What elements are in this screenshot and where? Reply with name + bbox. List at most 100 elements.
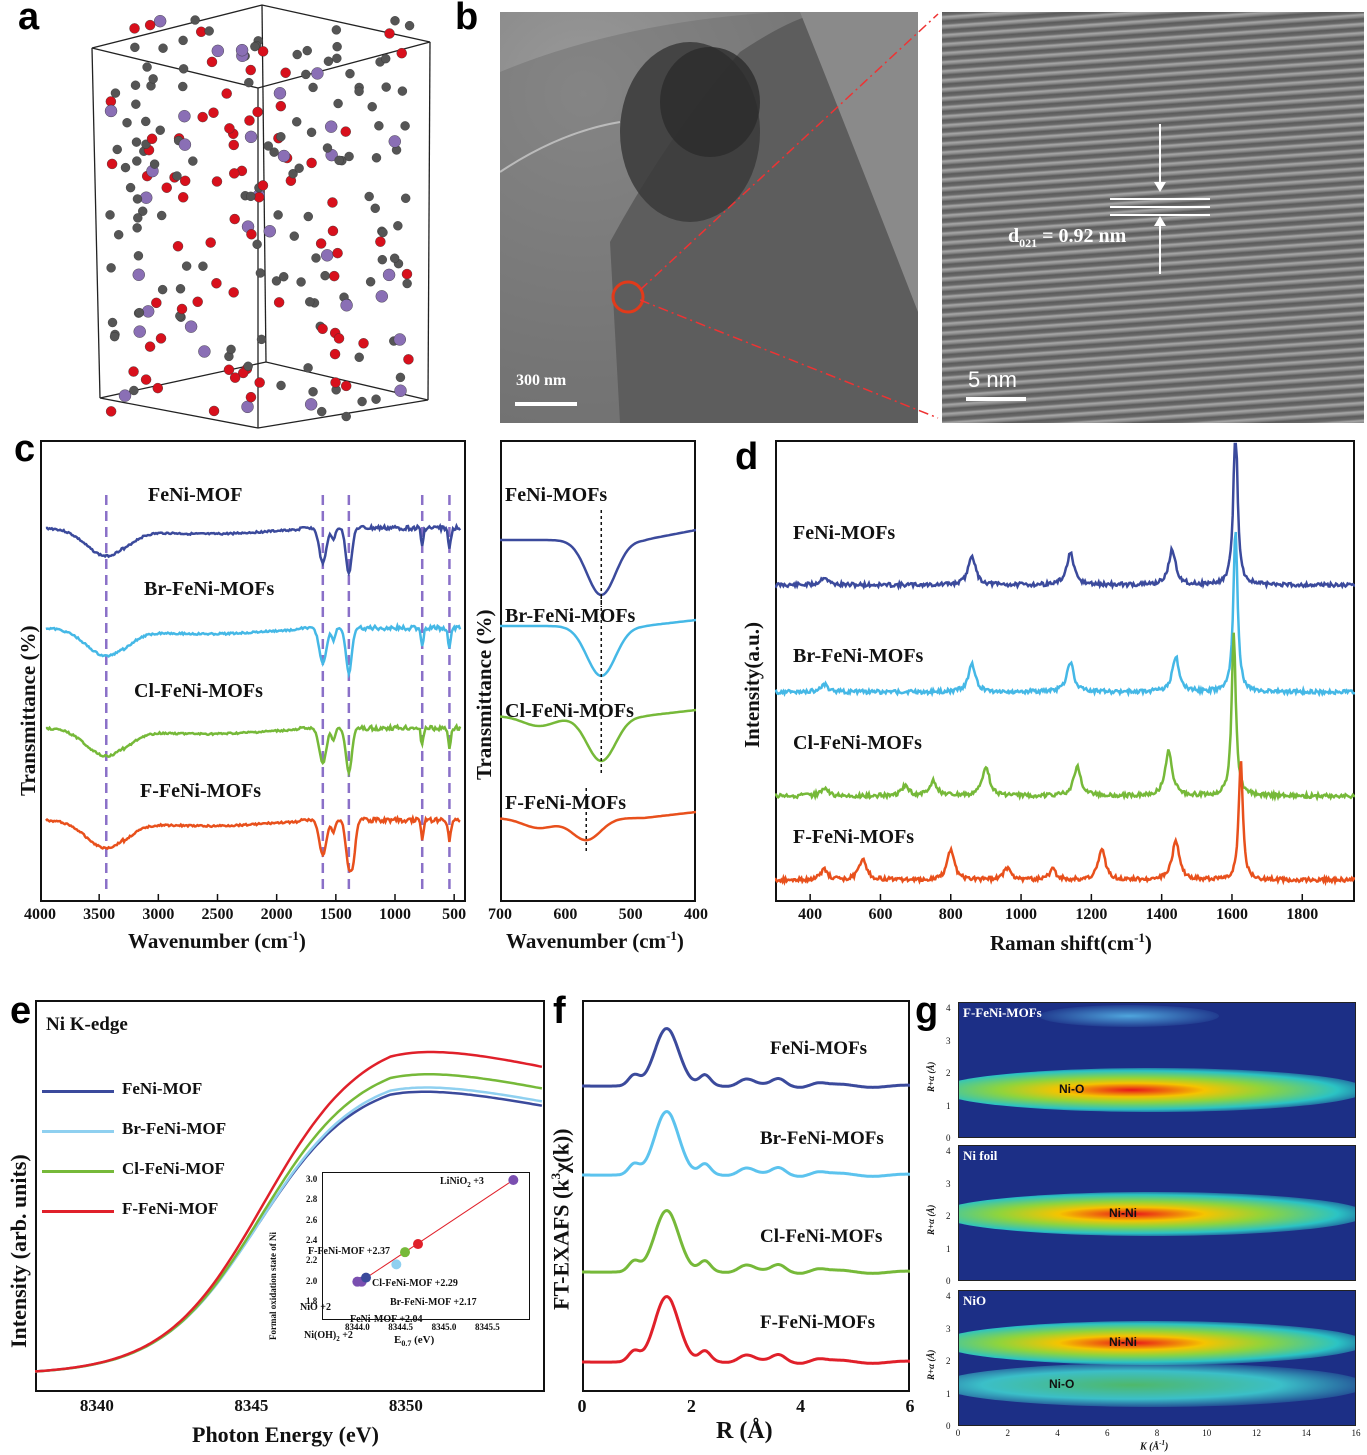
wavelet-band-2-0: [959, 1320, 1355, 1365]
panel-letter-b: b: [455, 0, 479, 38]
e-legend-label-2: Cl-FeNi-MOF: [122, 1159, 225, 1178]
g-xtick-2: 4: [1055, 1428, 1060, 1438]
chart-d: [775, 442, 1355, 900]
d-series-0: [775, 442, 1355, 591]
chart-c-left: [40, 495, 462, 900]
e-legend-label-3: F-FeNi-MOF: [122, 1199, 219, 1218]
c-left-series-0: [45, 522, 462, 577]
chart-f-ylabel: FT-EXAFS (k3χ(k)): [548, 1128, 574, 1311]
wavelet-ytick-1-3: 3: [946, 1178, 951, 1189]
inset-xtick-2: 8345.0: [431, 1322, 457, 1332]
c-left-xtick-0: 4000: [24, 906, 56, 923]
chart-e-xlabel: Photon Energy (eV): [192, 1422, 379, 1447]
c-left-label-br: Br-FeNi-MOFs: [144, 578, 275, 600]
wavelet-ytick-1-2: 2: [946, 1211, 951, 1222]
c-right-xtick-3: 400: [684, 906, 708, 923]
d-series-3: [775, 761, 1355, 887]
d-label-cl: Cl-FeNi-MOFs: [793, 732, 922, 754]
g-xtick-7: 14: [1301, 1428, 1311, 1438]
chart-e-inset: [352, 1175, 519, 1287]
wavelet-ytick-0-0: 0: [946, 1133, 951, 1143]
wavelet-ytick-1-1: 1: [946, 1243, 951, 1254]
inset-label-1: Ni(OH)2 +2: [304, 1330, 353, 1343]
wavelet-map-title-1: Ni foil: [963, 1148, 998, 1163]
d-label-feni: FeNi-MOFs: [793, 522, 896, 544]
d-series-2: [775, 632, 1355, 802]
inset-xtick-3: 8345.5: [474, 1322, 500, 1332]
c-left-label-f: F-FeNi-MOFs: [140, 780, 262, 802]
panel-letter-f: f: [553, 990, 566, 1032]
chart-f-frame: [582, 1000, 910, 1392]
c-left-label-cl: Cl-FeNi-MOFs: [134, 680, 263, 702]
wavelet-ytick-2-1: 1: [946, 1388, 951, 1399]
c-left-xtick-4: 2000: [260, 906, 293, 923]
c-left-label-feni: FeNi-MOF: [148, 484, 243, 506]
g-xtick-3: 6: [1105, 1428, 1110, 1438]
wavelet-ylabel-0: R+α (Å): [926, 1061, 936, 1092]
wavelet-band-label-2-1: Ni-O: [1049, 1376, 1075, 1391]
inset-ytick-6: 3.0: [306, 1174, 318, 1184]
c-right-xtick-2: 500: [618, 906, 643, 923]
chart-c-right-frame: [500, 440, 696, 902]
chart-g-xlabel: K (Å-1): [1140, 1439, 1169, 1453]
inset-ytick-2: 2.2: [306, 1255, 318, 1266]
inset-fit-line: [357, 1179, 514, 1285]
e-xtick-0: 8340: [79, 1396, 114, 1415]
inset-point-6: [508, 1175, 519, 1185]
inset-ylabel: Formal oxidation state of Ni: [268, 1232, 278, 1340]
wavelet-ytick-0-4: 4: [946, 1003, 951, 1014]
wavelet-ytick-2-3: 3: [946, 1323, 951, 1334]
scale-label-5nm: 5 nm: [968, 367, 1017, 392]
d-spacing-label: d021 = 0.92 nm: [1008, 225, 1127, 250]
panel-letter-d: d: [735, 436, 759, 478]
wavelet-map-0: Ni-O F-FeNi-MOFs: [958, 1002, 1356, 1138]
crystal-structure-image: [91, 4, 431, 429]
inset-point-5: [413, 1239, 423, 1250]
e-legend-line-1: [42, 1130, 114, 1133]
wavelet-map-1: Ni-Ni Ni foil: [958, 1145, 1356, 1281]
d-xtick-3: 1000: [1005, 906, 1038, 923]
g-xtick-4: 8: [1154, 1428, 1160, 1438]
f-xtick-0: 0: [577, 1396, 587, 1416]
f-label-f: F-FeNi-MOFs: [760, 1312, 876, 1333]
c-left-xtick-3: 2500: [201, 906, 234, 923]
inset-ytick-1: 2.0: [306, 1275, 318, 1286]
inset-label-6: LiNiO2 +3: [440, 1176, 484, 1189]
f-xtick-3: 6: [905, 1396, 915, 1416]
tem-image-low-mag: 300 nm: [500, 12, 918, 423]
e-legend-line-3: [42, 1210, 114, 1213]
c-right-label-br: Br-FeNi-MOFs: [505, 605, 636, 627]
chart-c-right: [500, 510, 696, 852]
wavelet-band-2-1: [959, 1362, 1355, 1407]
g-xtick-6: 12: [1252, 1428, 1261, 1438]
inset-xtick-0: 8344.0: [344, 1322, 370, 1332]
inset-point-4: [400, 1247, 410, 1258]
f-xtick-2: 4: [796, 1396, 806, 1416]
f-xtick-1: 2: [686, 1396, 696, 1416]
panel-letter-e: e: [10, 990, 32, 1032]
c-left-xtick-5: 1500: [319, 906, 352, 923]
chart-c-right-ylabel: Transmittance (%): [472, 609, 496, 781]
panel-letter-g: g: [915, 990, 939, 1032]
inset-label-2: FeNi-MOF +2.04: [350, 1314, 423, 1325]
c-right-series-1: [500, 618, 696, 678]
d-xtick-2: 800: [938, 906, 963, 923]
wavelet-map-2: Ni-Ni Ni-O NiO: [958, 1290, 1356, 1426]
chart-d-ylabel: Intensity(a.u.): [740, 621, 764, 748]
c-left-series-3: [45, 814, 461, 873]
wavelet-ytick-0-3: 3: [946, 1035, 951, 1046]
inset-ytick-0: 1.8: [306, 1296, 318, 1306]
c-right-series-2: [500, 708, 696, 763]
chart-c-left-ylabel: Transmittance (%): [16, 625, 40, 797]
c-left-xtick-2: 3000: [142, 906, 175, 923]
d-xtick-7: 1800: [1286, 906, 1319, 923]
e-xtick-2: 8350: [388, 1396, 423, 1415]
c-right-label-cl: Cl-FeNi-MOFs: [505, 700, 634, 722]
f-label-br: Br-FeNi-MOFs: [760, 1128, 884, 1149]
d-series-1: [775, 531, 1355, 698]
molecule-atoms: [104, 14, 415, 422]
wavelet-band-label-0-0: Ni-O: [1059, 1082, 1085, 1097]
c-right-series-0: [500, 528, 696, 597]
wavelet-ytick-0-1: 1: [946, 1100, 951, 1111]
hrtem-image-lattice: d021 = 0.92 nm 5 nm: [942, 12, 1364, 423]
